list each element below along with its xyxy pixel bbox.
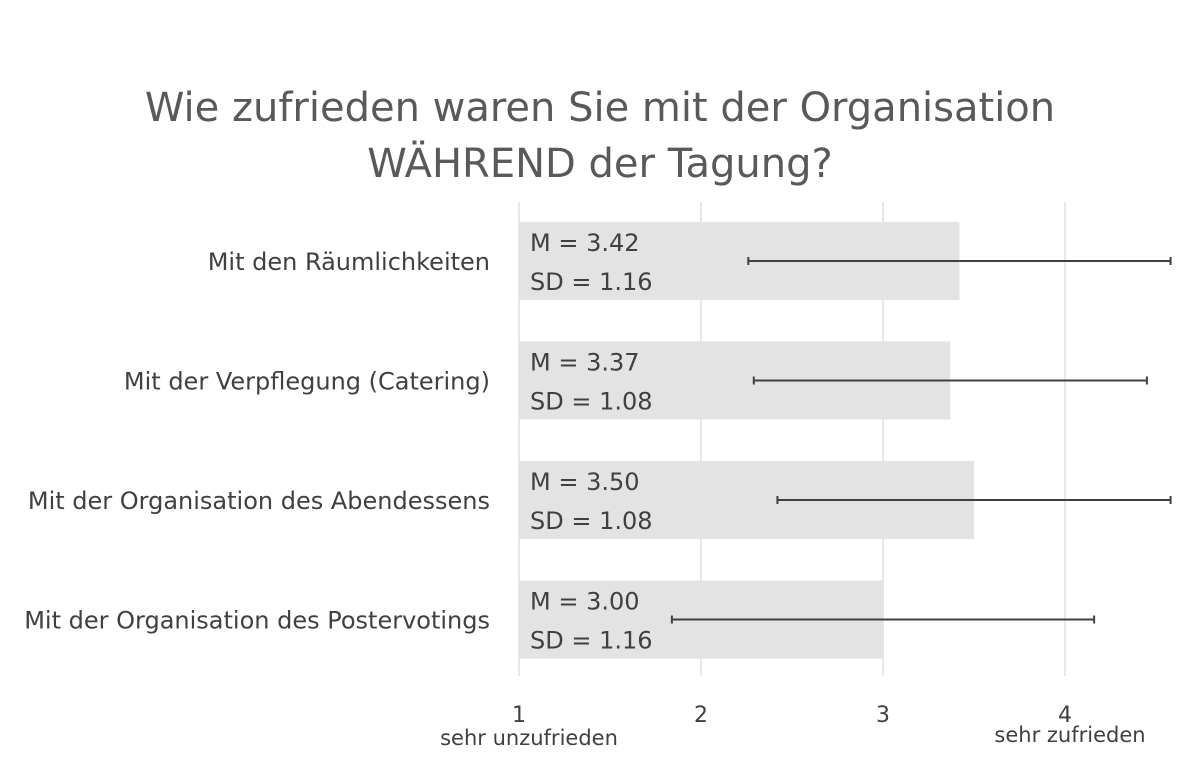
mean-label-1: M = 3.42	[530, 229, 640, 257]
chart-title-line-1: Wie zufrieden waren Sie mit der Organisa…	[144, 85, 1056, 131]
category-label-4: Mit der Organisation des Postervotings	[24, 607, 490, 635]
mean-label-2: M = 3.37	[530, 349, 640, 377]
mean-label-3: M = 3.50	[530, 468, 640, 496]
x-min-label: sehr unzufrieden	[440, 726, 618, 750]
x-max-label: sehr zufrieden	[994, 723, 1145, 747]
x-tick-label-4: 4	[1058, 703, 1072, 728]
sd-label-2: SD = 1.08	[530, 388, 653, 416]
sd-label-3: SD = 1.08	[530, 507, 653, 535]
x-tick-label-3: 3	[876, 703, 890, 728]
category-label-1: Mit den Räumlichkeiten	[208, 248, 490, 276]
chart-title-line-2: WÄHREND der Tagung?	[367, 141, 833, 187]
mean-label-4: M = 3.00	[530, 588, 640, 616]
x-tick-label-2: 2	[694, 703, 708, 728]
category-label-3: Mit der Organisation des Abendessens	[28, 487, 490, 515]
chart-title: Wie zufrieden waren Sie mit der Organisa…	[0, 80, 1200, 192]
category-label-2: Mit der Verpflegung (Catering)	[124, 368, 490, 396]
x-tick-label-1: 1	[512, 703, 526, 728]
sd-label-1: SD = 1.16	[530, 268, 653, 296]
sd-label-4: SD = 1.16	[530, 627, 653, 655]
